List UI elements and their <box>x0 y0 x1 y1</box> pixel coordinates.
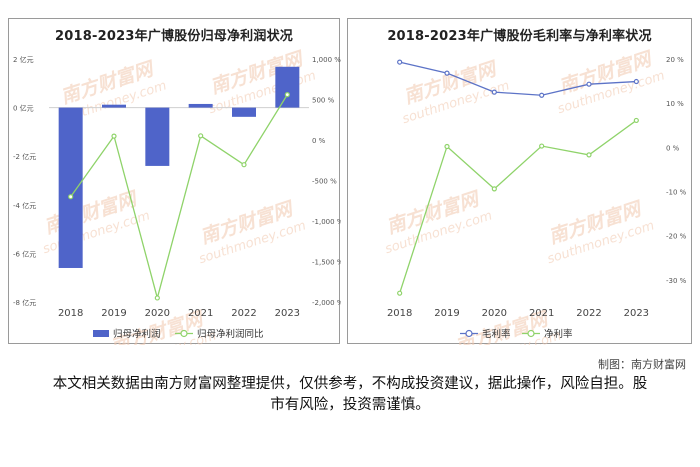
bar-2018 <box>58 107 83 268</box>
chart-title-right: 2018-2023年广博股份毛利率与净利率状况 <box>387 29 652 44</box>
y-right-tick-label: -1,000 % <box>312 218 341 226</box>
y-left-tick-label: 0 亿元 <box>13 104 34 113</box>
x-tick-label-2023: 2023 <box>275 308 300 319</box>
chart-panel-right: 2018-2023年广博股份毛利率与净利率状况 南方财富网 southmoney.… <box>347 18 692 345</box>
y-left-tick-label: -2 亿元 <box>13 152 36 161</box>
point-s1-2020 <box>491 186 497 192</box>
x-tick-label-2019: 2019 <box>101 308 126 319</box>
y-right-tick-label: -2,000 % <box>312 299 341 307</box>
legend-label-net: 净利率 <box>544 328 573 340</box>
legend-swatch-bar <box>93 330 109 337</box>
legend-label-gross: 毛利率 <box>482 328 511 340</box>
point-yoy-2018 <box>68 194 74 200</box>
legend-marker-gross <box>465 329 473 338</box>
x-tick-label-2023: 2023 <box>624 308 649 319</box>
point-s1-2018 <box>397 290 403 296</box>
point-yoy-2019 <box>111 133 117 139</box>
bar-2021 <box>188 103 213 108</box>
chart-panel-left: 2018-2023年广博股份归母净利润状况 南方财富网 southmoney.co… <box>8 18 341 345</box>
point-yoy-2021 <box>198 133 204 139</box>
y-right-tick-label: -1,500 % <box>312 259 341 267</box>
legend-marker-net <box>527 329 535 338</box>
x-tick-label-2019: 2019 <box>434 308 459 319</box>
legend-marker-line <box>180 329 188 338</box>
legend-label-line: 归母净利润同比 <box>197 328 264 340</box>
y-right-tick-label: 500 % <box>312 97 335 105</box>
point-s0-2021 <box>539 92 545 98</box>
line-series-yoy <box>70 94 288 301</box>
bar-2023 <box>275 66 300 108</box>
chart-title-left: 2018-2023年广博股份归母净利润状况 <box>55 29 293 44</box>
point-yoy-2020 <box>154 295 160 301</box>
y-left-tick-label: -8 亿元 <box>13 298 36 307</box>
y-left-tick-label: -4 亿元 <box>13 201 36 210</box>
disclaimer-text: 本文相关数据由南方财富网整理提供，仅供参考，不构成投资建议，据此操作，风险自担。… <box>52 376 648 413</box>
legend-label-bar: 归母净利润 <box>113 328 161 340</box>
x-tick-label-2018: 2018 <box>387 308 412 319</box>
y-left-tick-label: 2 亿元 <box>13 55 34 64</box>
x-tick-label-2021: 2021 <box>529 308 554 319</box>
point-yoy-2022 <box>241 162 247 168</box>
point-s0-2020 <box>491 89 497 95</box>
point-s1-2023 <box>633 117 639 124</box>
y-right-tick-label: -30 % <box>666 277 687 285</box>
y-right-tick-label: 0 % <box>666 144 680 152</box>
x-tick-label-2020: 2020 <box>145 308 170 319</box>
bar-2022 <box>232 107 256 117</box>
x-tick-label-2021: 2021 <box>188 308 213 319</box>
x-tick-label-2022: 2022 <box>576 308 601 319</box>
bar-2019 <box>102 104 126 108</box>
point-s0-2023 <box>633 78 639 85</box>
point-yoy-2023 <box>284 92 290 98</box>
point-s0-2018 <box>397 59 403 65</box>
x-tick-label-2020: 2020 <box>482 308 507 319</box>
x-tick-label-2022: 2022 <box>231 308 256 319</box>
line-series-0 <box>399 61 637 96</box>
bar-2020 <box>145 107 170 166</box>
y-left-tick-label: -6 亿元 <box>13 249 36 258</box>
point-s1-2022 <box>586 152 592 158</box>
point-s1-2021 <box>539 143 545 149</box>
point-s1-2019 <box>444 143 450 150</box>
line-series-1 <box>399 119 637 294</box>
credit-text: 制图：南方财富网 <box>598 358 686 371</box>
y-right-tick-label: 10 % <box>666 100 684 108</box>
x-tick-label-2018: 2018 <box>58 308 83 319</box>
y-right-tick-label: -10 % <box>666 189 687 197</box>
point-s0-2019 <box>444 70 450 76</box>
y-right-tick-label: 0 % <box>312 137 326 145</box>
point-s0-2022 <box>586 81 592 87</box>
y-right-tick-label: -20 % <box>666 233 687 241</box>
y-right-tick-label: -500 % <box>312 178 337 186</box>
y-right-tick-label: 1,000 % <box>312 56 341 64</box>
y-right-tick-label: 20 % <box>666 56 684 64</box>
